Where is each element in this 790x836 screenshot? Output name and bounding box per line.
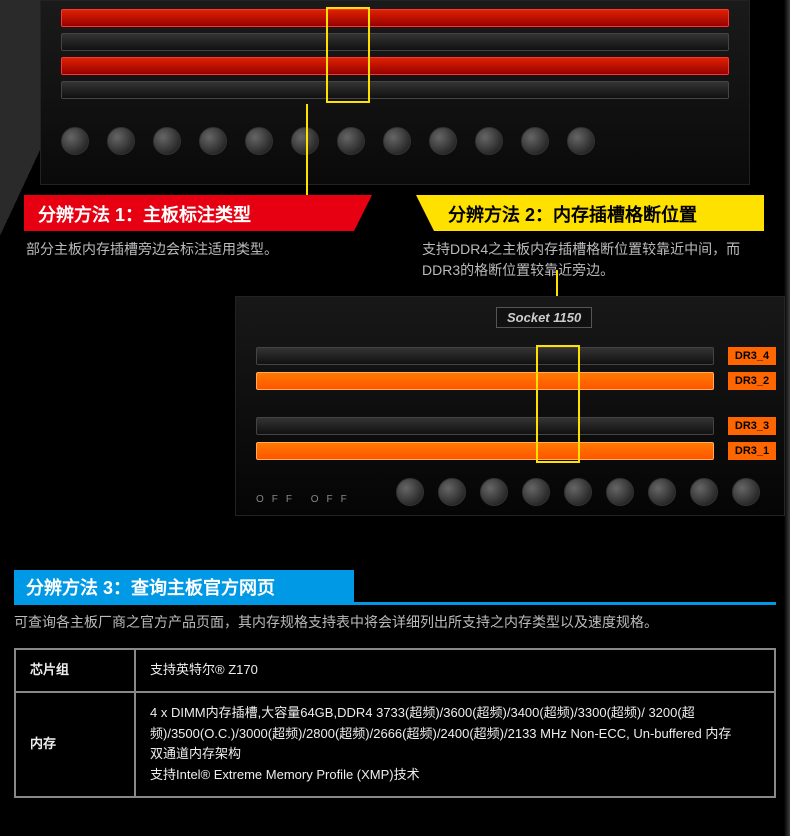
spec-value: 4 x DIMM内存插槽,大容量64GB,DDR4 3733(超频)/3600(… [135,692,775,797]
dimm-slot [61,81,729,99]
slot-tag: DR3_2 [728,372,776,390]
spec-table: 芯片组 支持英特尔® Z170 内存 4 x DIMM内存插槽,大容量64GB,… [14,648,776,798]
method2-title: 分辨方法 2：内存插槽格断位置 [434,195,764,231]
highlight-box-mid [536,345,580,463]
method3-title: 分辨方法 3：查询主板官方网页 [14,570,354,602]
method1-title: 分辨方法 1：主板标注类型 [24,195,354,231]
spec-value: 支持英特尔® Z170 [135,649,775,692]
method3-desc: 可查询各主板厂商之官方产品页面，其内存规格支持表中将会详细列出所支持之内存类型以… [14,612,776,632]
table-row: 内存 4 x DIMM内存插槽,大容量64GB,DDR4 3733(超频)/36… [15,692,775,797]
dimm-slot [256,372,714,390]
capacitor-row [396,475,774,509]
slot-tag: DR3_4 [728,347,776,365]
highlight-connector-top [306,104,308,196]
dimm-slot [61,57,729,75]
highlight-box-top [326,7,370,103]
mid-motherboard-image: Socket 1150 DR3_4 DR3_2 DR3_3 DR3_1 OFF … [235,296,785,516]
top-motherboard-image [40,0,750,185]
spec-label: 内存 [15,692,135,797]
socket-label: Socket 1150 [496,307,592,328]
method3-underline [14,602,776,605]
capacitor-row [61,111,729,171]
method1-desc: 部分主板内存插槽旁边会标注适用类型。 [24,235,394,263]
table-row: 芯片组 支持英特尔® Z170 [15,649,775,692]
slot-tag: DR3_3 [728,417,776,435]
dimm-slot [61,33,729,51]
dimm-slot [256,347,714,365]
page-edge [784,0,790,836]
slot-tag: DR3_1 [728,442,776,460]
off-text: OFF OFF [256,494,355,505]
method2-desc: 支持DDR4之主板内存插槽格断位置较靠近中间，而DDR3的格断位置较靠近旁边。 [420,235,780,285]
dimm-slot [61,9,729,27]
spec-label: 芯片组 [15,649,135,692]
dimm-slot [256,442,714,460]
dimm-slot [256,417,714,435]
